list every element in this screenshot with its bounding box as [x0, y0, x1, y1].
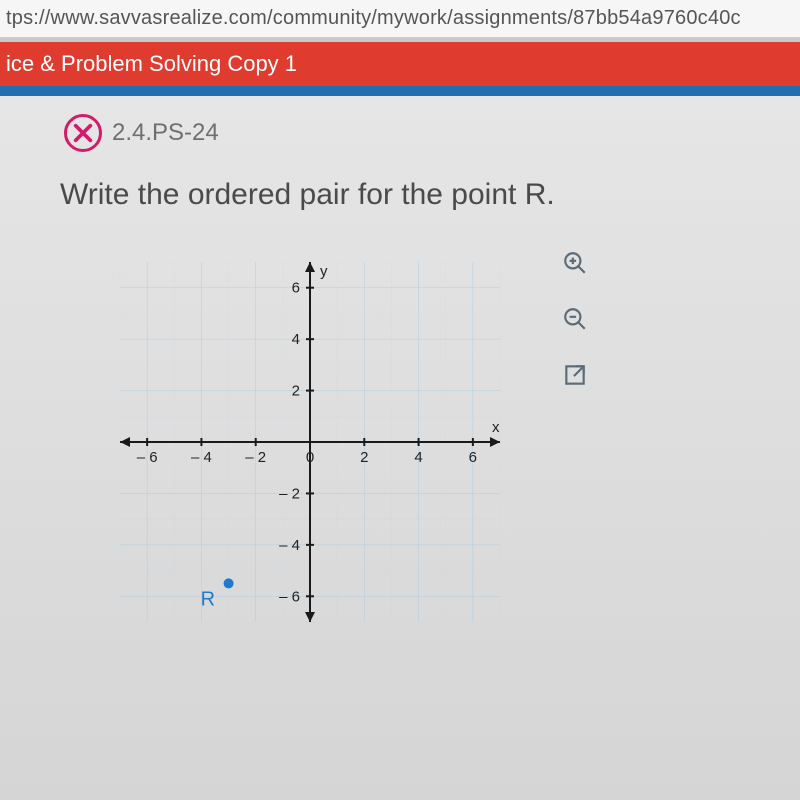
- svg-text:y: y: [320, 263, 328, 280]
- incorrect-icon: [64, 114, 102, 152]
- svg-text:0: 0: [306, 449, 314, 466]
- svg-text:– 4: – 4: [191, 449, 212, 466]
- svg-text:– 2: – 2: [279, 485, 300, 502]
- svg-text:6: 6: [469, 449, 477, 466]
- url-text: tps://www.savvasrealize.com/community/my…: [6, 7, 741, 30]
- question-content: 2.4.PS-24 Write the ordered pair for the…: [0, 96, 800, 642]
- address-bar[interactable]: tps://www.savvasrealize.com/community/my…: [0, 0, 800, 38]
- zoom-in-icon[interactable]: [560, 248, 590, 278]
- question-tab[interactable]: 2.4.PS-24: [60, 114, 800, 152]
- assignment-banner: ice & Problem Solving Copy 1: [0, 38, 800, 86]
- banner-title: ice & Problem Solving Copy 1: [6, 51, 297, 77]
- svg-text:R: R: [201, 588, 215, 610]
- svg-text:2: 2: [292, 383, 300, 400]
- svg-text:2: 2: [360, 449, 368, 466]
- graph-toolbar: [560, 248, 590, 390]
- svg-text:4: 4: [414, 449, 422, 466]
- svg-text:x: x: [492, 419, 500, 436]
- coordinate-plane[interactable]: – 6– 4– 20246– 6– 4– 2246xyR: [100, 242, 520, 642]
- zoom-out-icon[interactable]: [560, 304, 590, 334]
- svg-text:– 4: – 4: [279, 537, 300, 554]
- popout-icon[interactable]: [560, 360, 590, 390]
- svg-text:4: 4: [292, 331, 300, 348]
- accent-strip: [0, 86, 800, 96]
- svg-text:– 6: – 6: [279, 588, 300, 605]
- question-prompt: Write the ordered pair for the point R.: [60, 178, 800, 212]
- svg-text:6: 6: [292, 280, 300, 297]
- svg-text:– 6: – 6: [137, 449, 158, 466]
- question-id: 2.4.PS-24: [112, 119, 219, 147]
- svg-text:– 2: – 2: [245, 449, 266, 466]
